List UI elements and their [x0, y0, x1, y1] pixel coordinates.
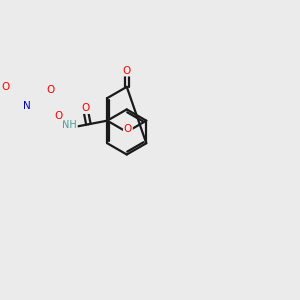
- Text: O: O: [2, 82, 10, 92]
- Text: NH: NH: [62, 119, 77, 130]
- Text: O: O: [55, 111, 63, 121]
- Text: O: O: [124, 124, 132, 134]
- Text: O: O: [47, 85, 55, 95]
- Text: O: O: [82, 103, 90, 113]
- Text: O: O: [123, 66, 131, 76]
- Text: N: N: [23, 101, 31, 111]
